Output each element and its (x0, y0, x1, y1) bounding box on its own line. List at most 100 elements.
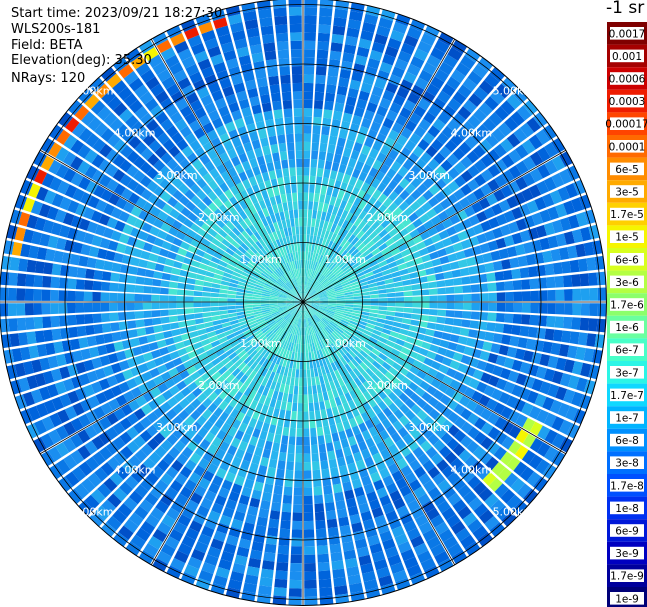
ray-gate-cell (342, 315, 352, 320)
ray-gate-cell (327, 261, 335, 270)
ray-gate-cell (347, 157, 357, 168)
ray-gate-cell (562, 274, 573, 288)
ray-gate-cell (246, 470, 257, 481)
ray-gate-cell (525, 338, 536, 351)
ray-gate-cell (398, 352, 408, 361)
ray-gate-cell (525, 253, 536, 266)
ray-gate-cell (379, 97, 392, 110)
ray-gate-cell (437, 382, 449, 394)
ray-gate-cell (349, 513, 361, 525)
ray-gate-cell (372, 140, 383, 152)
ray-gate-cell (354, 160, 365, 171)
ray-gate-cell (367, 319, 377, 326)
ray-gate-cell (563, 200, 576, 215)
ray-gate-cell (311, 252, 316, 262)
ray-gate-cell (333, 360, 341, 370)
ray-gate-cell (326, 345, 333, 355)
colorbar-tick-label: 0.0001 (609, 141, 646, 153)
ray-gate-cell (164, 536, 180, 550)
ray-gate-cell (318, 275, 326, 284)
ray-gate-cell (320, 460, 329, 470)
ray-gate-cell (519, 325, 530, 337)
ray-gate-cell (260, 568, 274, 579)
ray-gate-cell (336, 303, 346, 307)
ray-gate-cell (375, 422, 386, 434)
ray-gate-cell (434, 426, 447, 439)
ray-gate-cell (442, 375, 453, 386)
ray-gate-cell (391, 326, 401, 333)
ray-gate-cell (368, 499, 381, 511)
ray-gate-cell (446, 119, 461, 133)
ray-gate-cell (317, 202, 324, 212)
ray-gate-cell (559, 151, 573, 167)
ray-gate-cell (304, 49, 316, 58)
ray-gate-cell (363, 203, 372, 214)
ray-gate-cell (199, 438, 211, 451)
ray-gate-cell (118, 525, 134, 540)
ray-gate-cell (347, 19, 362, 30)
ray-gate-cell (469, 320, 479, 329)
ray-gate-cell (400, 274, 411, 281)
ray-gate-cell (588, 318, 598, 332)
ray-gate-cell (304, 6, 318, 16)
ray-gate-cell (309, 343, 314, 352)
ray-gate-cell (287, 350, 293, 360)
ray-gate-cell (476, 466, 491, 481)
ray-gate-cell (312, 359, 317, 369)
ray-gate-cell (331, 331, 339, 340)
ray-gate-cell (377, 284, 387, 290)
ray-gate-cell (299, 369, 303, 378)
ray-gate-cell (365, 227, 375, 237)
ray-gate-cell (497, 122, 512, 137)
ray-gate-cell (409, 132, 422, 145)
ray-gate-cell (333, 440, 342, 451)
ray-gate-cell (468, 236, 480, 247)
ray-gate-cell (501, 169, 515, 184)
ray-gate-cell (377, 193, 388, 204)
ray-gate-cell (487, 352, 499, 364)
ray-gate-cell (345, 302, 354, 305)
ray-gate-cell (363, 13, 379, 25)
ray-gate-cell (326, 272, 335, 280)
ray-gate-cell (385, 256, 396, 264)
ray-gate-cell (403, 341, 413, 350)
ray-gate-cell (255, 420, 264, 431)
ray-gate-cell (350, 281, 360, 287)
ray-gate-cell (324, 160, 333, 170)
ray-gate-cell (362, 518, 375, 530)
ray-gate-cell (326, 518, 338, 529)
ray-gate-cell (409, 229, 420, 239)
colorbar-tick-label: 1e-6 (615, 322, 639, 334)
ray-gate-cell (403, 254, 413, 263)
ray-gate-cell (360, 288, 370, 293)
ray-gate-cell (297, 326, 301, 336)
ray-gate-cell (472, 223, 484, 235)
ray-gate-cell (355, 326, 365, 333)
ray-gate-cell (300, 318, 303, 328)
colorbar-tick-label: 1.7e-9 (610, 571, 644, 583)
ray-gate-cell (327, 306, 337, 309)
ray-gate-cell (315, 218, 321, 228)
ray-gate-cell (310, 304, 320, 308)
ray-gate-cell (327, 204, 334, 214)
ray-gate-cell (304, 0, 318, 8)
ray-gate-cell (438, 229, 450, 240)
ray-gate-cell (246, 358, 256, 368)
ray-gate-cell (279, 319, 286, 327)
ray-gate-cell (417, 327, 427, 335)
ray-gate-cell (506, 494, 522, 510)
ray-gate-cell (551, 416, 565, 431)
ray-gate-cell (310, 436, 318, 446)
ray-gate-cell (427, 226, 438, 237)
ray-gate-cell (352, 293, 362, 297)
ray-gate-cell (460, 435, 473, 448)
ray-gate-cell (307, 343, 311, 353)
ray-gate-cell (378, 293, 388, 298)
ray-gate-cell (414, 434, 427, 446)
ray-gate-cell (268, 424, 277, 434)
ray-gate-cell (408, 325, 419, 333)
ray-gate-cell (431, 337, 442, 346)
ray-gate-cell (303, 65, 315, 75)
ray-gate-cell (480, 220, 492, 232)
ray-gate-cell (373, 344, 384, 353)
